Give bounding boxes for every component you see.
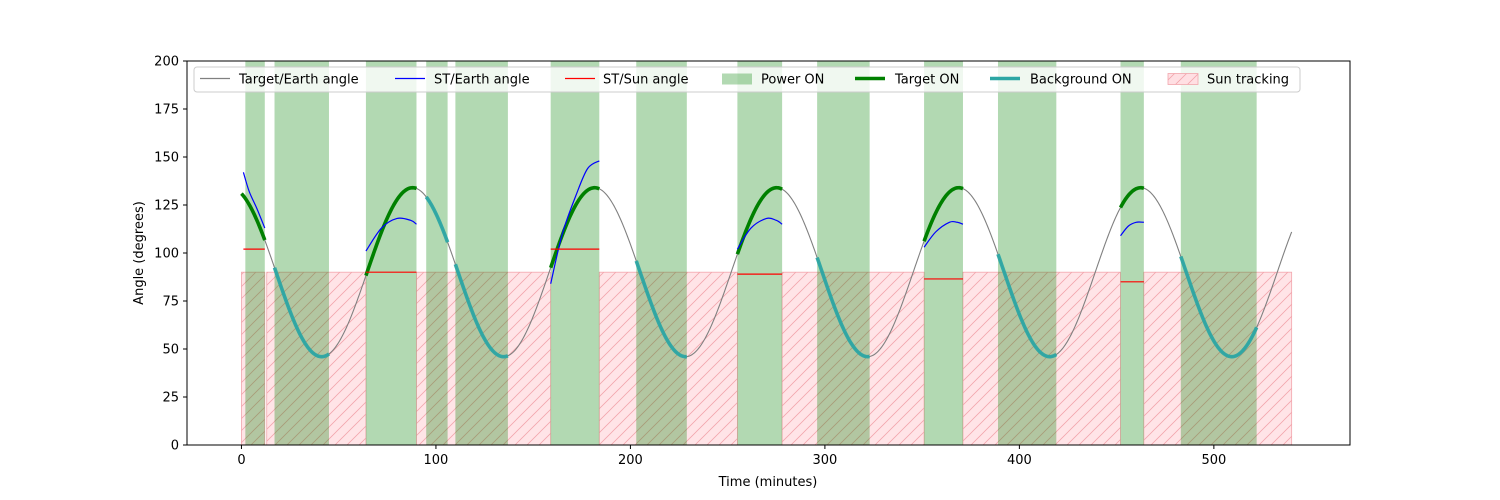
target-on-segment xyxy=(364,185,418,277)
power-on-span xyxy=(737,61,783,445)
legend: Target/Earth angle ST/Earth angle ST/Sun a… xyxy=(193,66,1301,93)
y-tick-label: 125 xyxy=(154,199,179,214)
legend-label-st_earth: ST/Earth angle xyxy=(434,73,530,88)
x-axis-title: Time (minutes) xyxy=(718,475,818,490)
power-on-span xyxy=(817,61,870,445)
st-earth-angle-line xyxy=(365,217,417,252)
background-on-segment xyxy=(634,260,687,359)
power-on-span xyxy=(997,61,1057,445)
legend-handle-power_on xyxy=(722,73,752,85)
y-axis-title: Angle (degrees) xyxy=(132,201,147,305)
power-on-span xyxy=(245,61,265,445)
sun-tracking-hatch xyxy=(781,271,925,445)
sun-tracking-hatch xyxy=(241,271,266,445)
x-tick-label: 0 xyxy=(237,453,245,468)
y-tick-label: 75 xyxy=(162,295,179,310)
axes: 0 100 200 300 400 500 0 25 50 75 100 125 150 175 200 xyxy=(154,55,1226,469)
st-earth-angle-line xyxy=(736,217,783,250)
sun-tracking-hatch xyxy=(416,271,552,445)
legend-label-sun_tracking: Sun tracking xyxy=(1207,73,1289,88)
y-tick-label: 150 xyxy=(154,151,179,166)
legend-label-st_sun: ST/Sun angle xyxy=(603,73,689,88)
background-on-segment xyxy=(424,195,450,243)
power-on-span xyxy=(274,61,329,445)
legend-label-target_on: Target ON xyxy=(894,73,959,88)
plot-area xyxy=(240,61,1293,445)
x-tick-label: 400 xyxy=(1007,453,1032,468)
x-tick-label: 100 xyxy=(424,453,449,468)
sun-tracking-hatch xyxy=(266,271,367,445)
target-on-segment xyxy=(735,185,783,255)
power-on-span xyxy=(924,61,963,445)
target-on-segment xyxy=(548,185,600,269)
y-tick-label: 0 xyxy=(171,439,179,454)
x-tick-label: 300 xyxy=(812,453,837,468)
background-on-segment xyxy=(1179,255,1259,359)
power-on-span xyxy=(455,61,508,445)
target-on-segment xyxy=(922,185,964,242)
target-on-segment xyxy=(240,192,267,241)
legend-box xyxy=(193,66,1301,93)
background-on-segment xyxy=(815,256,870,359)
legend-label-background_on: Background ON xyxy=(1030,73,1132,88)
power-on-span xyxy=(426,61,448,445)
st-earth-angle-line xyxy=(923,220,964,248)
sun-tracking-hatch xyxy=(598,271,738,445)
power-on-span xyxy=(550,61,600,445)
power-on-span xyxy=(636,61,687,445)
legend-label-power_on: Power ON xyxy=(761,73,824,88)
st-earth-angle-line xyxy=(1120,221,1144,237)
legend-handle-hatch xyxy=(1168,73,1198,85)
st-earth-angle-line xyxy=(242,172,266,229)
y-tick-label: 175 xyxy=(154,103,179,118)
y-tick-label: 200 xyxy=(154,55,179,70)
power-on-span xyxy=(1120,61,1144,445)
y-tick-label: 100 xyxy=(154,247,179,262)
y-tick-label: 50 xyxy=(162,343,179,358)
background-on-segment xyxy=(453,263,509,359)
x-tick-label: 200 xyxy=(618,453,643,468)
y-tick-label: 25 xyxy=(162,391,179,406)
power-on-span xyxy=(1180,61,1257,445)
x-tick-label: 500 xyxy=(1201,453,1226,468)
target-on-segment xyxy=(1118,185,1145,209)
legend-label-target_earth: Target/Earth angle xyxy=(238,73,359,88)
background-on-segment xyxy=(272,267,330,359)
background-on-segment xyxy=(996,253,1058,359)
sun-tracking-hatch xyxy=(962,271,1121,445)
